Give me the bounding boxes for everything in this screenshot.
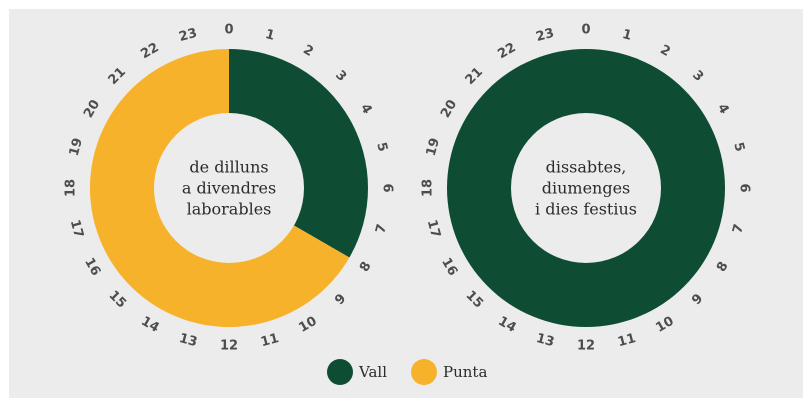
hour-label: 23 bbox=[534, 26, 555, 45]
center-label-line: a divendres bbox=[182, 179, 276, 198]
hour-label: 20 bbox=[438, 97, 460, 120]
hour-label: 10 bbox=[296, 314, 319, 336]
donut-hole bbox=[154, 113, 304, 263]
hour-label: 1 bbox=[264, 27, 277, 44]
legend-label-vall: Vall bbox=[358, 363, 387, 381]
hour-label: 3 bbox=[332, 68, 349, 85]
hour-label: 8 bbox=[714, 259, 732, 274]
donut-weekends: 0 1234567891011121314151617181920212223di… bbox=[421, 23, 752, 354]
legend-swatch-punta bbox=[411, 359, 437, 385]
hour-label: 18 bbox=[64, 179, 79, 197]
hour-label: 16 bbox=[438, 255, 460, 278]
hour-label: 22 bbox=[138, 40, 161, 62]
hour-label: 2 bbox=[657, 42, 672, 60]
hour-label: 3 bbox=[689, 68, 706, 85]
hour-label: 15 bbox=[463, 288, 486, 311]
hour-label: 6 bbox=[380, 183, 395, 192]
hour-label: 7 bbox=[373, 223, 390, 236]
hour-label: 14 bbox=[495, 314, 518, 336]
center-label-line: diumenges bbox=[542, 179, 631, 198]
hour-label: 9 bbox=[332, 291, 349, 308]
hour-label: 23 bbox=[177, 26, 198, 45]
hour-label: 18 bbox=[421, 179, 436, 197]
hour-label: 15 bbox=[106, 288, 129, 311]
hour-label: 17 bbox=[424, 218, 443, 239]
hour-label: 12 bbox=[220, 339, 238, 354]
hour-label: 19 bbox=[67, 136, 86, 157]
hour-label: 19 bbox=[424, 136, 443, 157]
hour-label: 12 bbox=[577, 339, 595, 354]
hour-label: 6 bbox=[737, 183, 752, 192]
legend: Vall Punta bbox=[327, 359, 487, 385]
donut-weekdays: 0 1234567891011121314151617181920212223de… bbox=[64, 23, 395, 354]
hour-label: 16 bbox=[81, 255, 103, 278]
hour-label: 5 bbox=[373, 141, 390, 154]
hour-label: 1 bbox=[621, 27, 634, 44]
hour-label: 17 bbox=[67, 218, 86, 239]
hour-label: 21 bbox=[463, 65, 486, 88]
hour-label: 2 bbox=[300, 42, 315, 60]
hour-label: 14 bbox=[138, 314, 161, 336]
center-label-line: dissabtes, bbox=[546, 158, 627, 177]
legend-label-punta: Punta bbox=[443, 363, 487, 381]
hour-label: 0 bbox=[581, 23, 590, 38]
center-label-line: laborables bbox=[187, 200, 272, 219]
hour-label: 4 bbox=[357, 101, 375, 116]
hour-label: 20 bbox=[81, 97, 103, 120]
hour-label: 13 bbox=[534, 331, 555, 350]
hour-label: 7 bbox=[730, 223, 747, 236]
hour-label: 11 bbox=[616, 331, 637, 350]
hour-label: 0 bbox=[224, 23, 233, 38]
hour-label: 4 bbox=[714, 101, 732, 116]
hour-label: 22 bbox=[495, 40, 518, 62]
hour-label: 10 bbox=[653, 314, 676, 336]
hour-label: 5 bbox=[730, 141, 747, 154]
center-label-line: i dies festius bbox=[535, 200, 637, 219]
donut-hole bbox=[511, 113, 661, 263]
center-label-line: de dilluns bbox=[189, 158, 268, 177]
hour-label: 13 bbox=[177, 331, 198, 350]
hour-label: 8 bbox=[357, 259, 375, 274]
hour-label: 11 bbox=[259, 331, 280, 350]
legend-swatch-vall bbox=[327, 359, 353, 385]
hour-label: 9 bbox=[689, 291, 706, 308]
hour-label: 21 bbox=[106, 65, 129, 88]
